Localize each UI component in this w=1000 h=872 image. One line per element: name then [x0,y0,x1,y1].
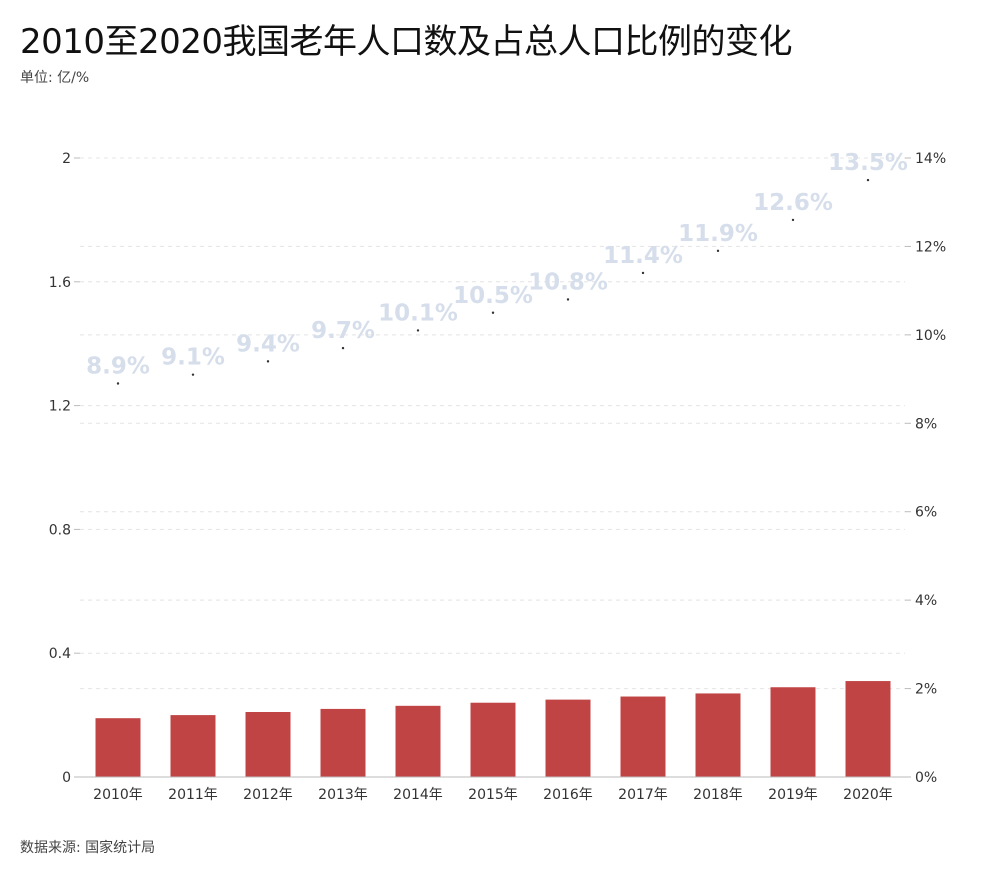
bars-layer [95,681,891,777]
x-tick-label: 2012年 [243,787,293,803]
axes-layer: 0 0.4 0.8 1.2 1.6 2 0% 2% 4% 6% 8% 10% 12% 14% 2010年 20… [49,151,946,803]
data-label: 10.1% [378,300,458,326]
bar [845,681,891,777]
x-tick-label: 2015年 [468,787,518,803]
y-right-tick-label: 14% [915,151,946,167]
bar [695,693,741,777]
data-labels-layer: 8.9% 9.1% 9.4% 9.7%10.1%10.5%10.8%11.4%11.9… [86,150,908,379]
data-point [116,382,120,385]
y-left-tick-label: 0 [62,770,71,786]
x-tick-label: 2020年 [843,787,893,803]
data-point [416,329,420,332]
chart-title: 2010至2020我国老年人口数及占总人口比例的变化 [20,22,793,62]
data-label: 11.4% [603,243,683,269]
bar [470,702,516,777]
y-right-tick-label: 2% [915,682,937,698]
x-tick-label: 2019年 [768,787,818,803]
data-point [341,346,345,350]
y-right-tick-label: 8% [915,416,937,432]
data-label: 11.9% [678,221,758,247]
bar [170,715,216,777]
bar [395,705,441,777]
y-left-tick-label: 1.2 [49,399,71,415]
data-label: 9.7% [311,318,375,344]
x-tick-label: 2011年 [168,787,218,803]
data-source-note: 数据来源: 国家统计局 [20,840,156,856]
y-right-tick-label: 10% [915,328,946,344]
x-tick-label: 2010年 [93,787,143,803]
data-point [866,178,870,182]
data-label: 10.8% [528,269,608,295]
y-left-tick-label: 2 [62,151,71,167]
data-label: 9.4% [236,331,300,357]
data-label: 9.1% [161,345,225,371]
bar [620,696,666,777]
y-left-tick-label: 1.6 [49,275,71,291]
x-tick-label: 2013年 [318,787,368,803]
data-point [191,373,195,376]
y-left-tick-label: 0.8 [49,522,71,538]
data-label: 12.6% [753,190,833,216]
x-tick-label: 2014年 [393,787,443,803]
bar [95,718,141,777]
data-label: 13.5% [828,150,908,176]
data-point [566,298,570,301]
data-point [791,218,795,222]
y-right-tick-label: 0% [915,770,937,786]
data-point [716,249,720,253]
bar [245,712,291,777]
data-point [266,360,270,363]
data-label: 8.9% [86,353,150,379]
bar [545,699,591,777]
x-tick-label: 2016年 [543,787,593,803]
y-right-tick-label: 12% [915,239,946,255]
y-left-tick-label: 0.4 [49,646,71,662]
y-right-tick-label: 4% [915,593,937,609]
data-label: 10.5% [453,283,533,309]
data-point [491,311,495,314]
y-right-tick-label: 6% [915,505,937,521]
points-layer [116,178,870,385]
grid-layer [80,157,905,690]
x-tick-label: 2017年 [618,787,668,803]
data-point [641,271,645,275]
x-tick-label: 2018年 [693,787,743,803]
unit-note: 单位: 亿/% [20,70,90,86]
bar [770,687,816,777]
bar [320,708,366,777]
